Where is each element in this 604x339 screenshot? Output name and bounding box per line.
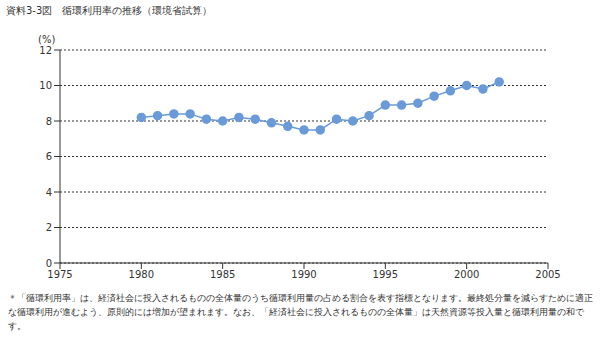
svg-text:2: 2 [46, 222, 52, 233]
svg-text:0: 0 [46, 258, 52, 269]
svg-text:1985: 1985 [210, 269, 235, 280]
svg-text:4: 4 [46, 187, 52, 198]
svg-text:1975: 1975 [47, 269, 72, 280]
svg-text:1995: 1995 [373, 269, 398, 280]
svg-text:2000: 2000 [454, 269, 479, 280]
svg-text:2005: 2005 [535, 269, 560, 280]
svg-text:1990: 1990 [291, 269, 316, 280]
html-text:資料3-3図 循環利用率の推移（環境省試算）: 資料3-3図 循環利用率の推移（環境省試算） [6, 5, 213, 16]
svg-text:12: 12 [39, 45, 52, 56]
html-text:＊「循環利用率」は、経済社会に投入されるものの全体量のうち循: ＊「循環利用率」は、経済社会に投入されるものの全体量のうち循環利用量の占める割合… [8, 293, 593, 331]
svg-text:6: 6 [46, 151, 52, 162]
svg-text:1980: 1980 [129, 269, 154, 280]
svg-text:10: 10 [39, 80, 52, 91]
svg-text:8: 8 [46, 116, 52, 127]
